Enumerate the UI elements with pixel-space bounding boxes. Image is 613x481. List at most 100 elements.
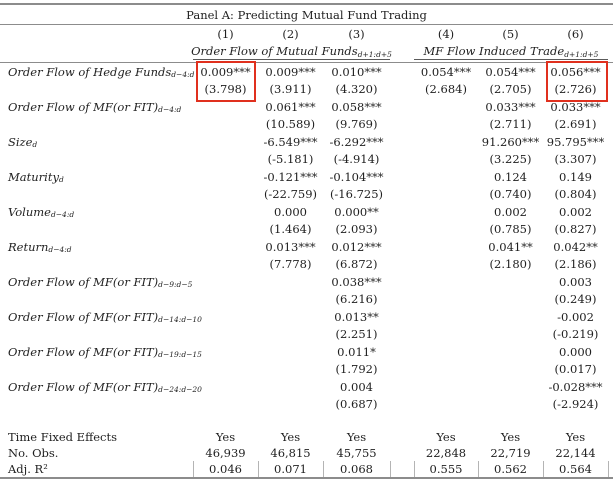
column-divider-tick — [543, 461, 544, 477]
coefficient-cell: 0.000 — [559, 344, 592, 359]
coefficient-cell — [258, 378, 323, 396]
row-label-empty — [0, 396, 193, 414]
coefficient-row: Return d−4:d 0.013*** 0.012*** 0.041** 0.042*… — [0, 238, 613, 256]
row-label-text: No. Obs. — [8, 446, 59, 460]
tstat-cell: (3.225) — [489, 152, 532, 167]
column-divider-tick — [390, 461, 391, 477]
tstat-cell: (1.464) — [269, 222, 312, 237]
coefficient-row: Size d -6.549*** -6.292*** 91.260*** 95.795**… — [0, 133, 613, 151]
highlight-box-col6-hedge-fund — [546, 61, 608, 102]
tstat-cell: (-0.219) — [552, 327, 599, 342]
coefficient-cell: 91.260*** — [481, 134, 540, 149]
coefficient-cell — [414, 308, 478, 326]
row-label-text: Time Fixed Effects — [8, 430, 118, 444]
column-group-spacer — [390, 445, 414, 461]
coefficient-cell: 0.124 — [494, 169, 527, 184]
tstat-cell: (10.589) — [265, 117, 316, 132]
row-label: Adj. R² — [0, 461, 193, 477]
tstat-cell — [193, 291, 258, 309]
coefficient-cell: 0.033*** — [550, 99, 601, 114]
footer-value-cell: 0.555 — [429, 462, 463, 476]
coefficient-cell — [478, 378, 543, 396]
coefficient-cell: -6.292*** — [329, 134, 384, 149]
footer-value-cell: 46,815 — [270, 446, 311, 460]
row-label-text: Size — [8, 134, 33, 149]
coefficient-cell — [258, 308, 323, 326]
coefficient-cell: 0.061*** — [265, 99, 316, 114]
coefficient-cell — [258, 343, 323, 361]
tstat-cell — [258, 361, 323, 379]
tstat-row: (1.464) (2.093) (0.785) (0.827) — [0, 221, 613, 239]
row-label-text: Order Flow of MF(or FIT) — [8, 274, 159, 289]
bottom-rule — [0, 477, 613, 479]
coefficient-cell — [193, 238, 258, 256]
row-label-empty — [0, 81, 193, 99]
footer-value-cell: 0.071 — [274, 462, 307, 476]
column-group-spacer — [390, 461, 414, 477]
tstat-cell: (1.792) — [335, 362, 378, 377]
column-group-spacer — [390, 378, 414, 396]
row-label: Time Fixed Effects — [0, 429, 193, 445]
coefficient-cell: 0.149 — [559, 169, 592, 184]
coefficient-cell: 0.002 — [559, 204, 592, 219]
column-group-spacer — [390, 25, 414, 43]
coefficient-cell: 0.013** — [334, 309, 379, 324]
tstat-row: (-22.759) (-16.725) (0.740) (0.804) — [0, 186, 613, 204]
footer-row: No. Obs. 46,939 46,815 45,755 22,848 22,719 22… — [0, 445, 613, 461]
group-header-mutual-funds: Order Flow of Mutual Funds d+1:d+5 — [191, 43, 392, 60]
footer-value-cell: Yes — [565, 430, 586, 444]
column-group-spacer — [390, 98, 414, 116]
tstat-cell: (0.687) — [335, 397, 378, 412]
coefficient-cell — [414, 168, 478, 186]
tstat-cell: (7.778) — [269, 257, 312, 272]
row-label-text: Order Flow of MF(or FIT) — [8, 379, 159, 394]
tstat-cell — [414, 256, 478, 274]
tstat-cell — [193, 186, 258, 204]
group-header-subscript: d+1:d+5 — [357, 49, 392, 59]
footer-value-cell: 0.046 — [209, 462, 242, 476]
column-divider-tick — [478, 461, 479, 477]
column-divider-tick — [193, 461, 194, 477]
group-header-subscript: d+1:d+5 — [564, 49, 599, 59]
coefficient-cell — [193, 273, 258, 291]
column-group-spacer — [390, 63, 414, 81]
coefficient-cell — [193, 168, 258, 186]
tstat-cell: (3.798) — [204, 82, 247, 97]
tstat-cell — [414, 151, 478, 169]
coefficient-cell: 0.041** — [488, 239, 533, 254]
coefficient-row: Order Flow of MF(or FIT) d−4:d 0.061*** 0.0… — [0, 98, 613, 116]
row-label-empty — [0, 326, 193, 344]
footer-value-cell: 46,939 — [205, 446, 246, 460]
row-label-text: Order Flow of MF(or FIT) — [8, 309, 159, 324]
coefficient-cell: 0.009*** — [265, 64, 316, 79]
footer-value-cell: 0.562 — [494, 462, 527, 476]
tstat-cell: (2.726) — [554, 82, 597, 97]
highlight-box-col1-hedge-fund — [196, 61, 256, 102]
table-footer: Time Fixed Effects Yes Yes Yes Yes Yes Yes No. … — [0, 429, 613, 477]
row-label: Maturity d — [0, 168, 193, 186]
column-number-spacer — [0, 25, 193, 43]
column-group-spacer — [390, 291, 414, 309]
coefficient-cell — [414, 98, 478, 116]
coefficient-cell — [193, 133, 258, 151]
column-group-spacer — [390, 396, 414, 414]
tstat-row: (-5.181) (-4.914) (3.225) (3.307) — [0, 151, 613, 169]
row-label: Order Flow of MF(or FIT) d−9:d−5 — [0, 273, 193, 291]
tstat-cell — [414, 116, 478, 134]
group-header-text: Order Flow of Mutual Funds — [191, 44, 358, 58]
tstat-cell: (0.785) — [489, 222, 532, 237]
column-group-spacer — [390, 81, 414, 99]
tstat-cell: (4.320) — [335, 82, 378, 97]
coefficient-cell — [414, 343, 478, 361]
column-number: (3) — [348, 27, 365, 41]
column-group-spacer — [390, 221, 414, 239]
tstat-cell — [414, 221, 478, 239]
coefficient-cell — [478, 273, 543, 291]
group-header-mf-flow-induced-trade: MF Flow Induced Trade d+1:d+5 — [414, 43, 608, 60]
tstat-cell: (0.827) — [554, 222, 597, 237]
row-label: Order Flow of Hedge Funds d−4:d — [0, 63, 194, 81]
tstat-cell: (0.740) — [489, 187, 532, 202]
row-label-subscript: d−4:d — [50, 210, 75, 220]
footer-value-cell: 22,719 — [490, 446, 531, 460]
